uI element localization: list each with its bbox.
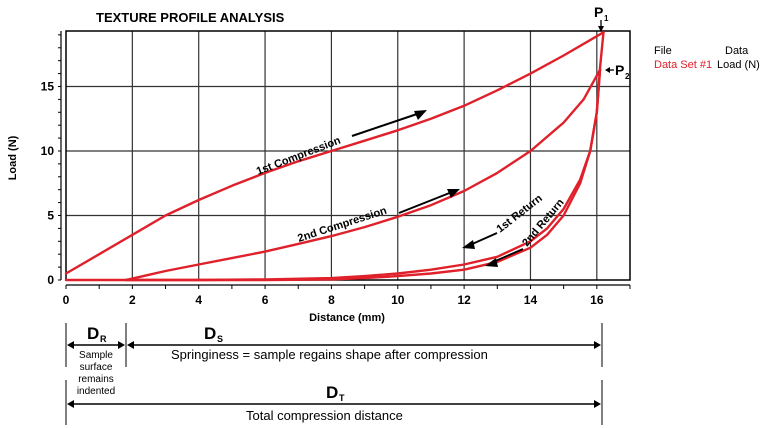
svg-text:1: 1: [604, 14, 609, 23]
svg-text:remains: remains: [78, 374, 114, 385]
y-tick-label: 15: [41, 79, 55, 93]
annotation-2nd-compression: 2nd Compression: [296, 189, 460, 245]
dr-bar: D R Sample surface remains indented: [67, 324, 125, 397]
svg-text:surface: surface: [80, 362, 113, 373]
x-tick-label: 6: [262, 293, 269, 307]
svg-text:S: S: [217, 334, 223, 344]
peak-p1-marker: P 1: [594, 4, 609, 32]
grid: [66, 31, 630, 280]
legend-file-value: Data Set #1: [654, 59, 713, 71]
x-axis-label: Distance (mm): [309, 312, 385, 324]
peak-p2-marker: P 2: [605, 62, 630, 81]
svg-text:D: D: [326, 383, 338, 402]
legend: File Data Data Set #1 Load (N): [654, 44, 760, 72]
curve-1st-compression: [64, 31, 605, 275]
legend-file-header: File: [654, 45, 672, 57]
legend-data-header: Data: [725, 45, 749, 57]
svg-text:R: R: [100, 334, 107, 344]
y-tick-label: 5: [47, 208, 54, 222]
x-tick-label: 12: [457, 293, 471, 307]
curve-2nd-return: [64, 68, 602, 282]
curves: [64, 31, 605, 282]
x-tick-label: 14: [524, 293, 538, 307]
x-tick-label: 8: [328, 293, 335, 307]
svg-text:2: 2: [625, 72, 630, 81]
x-tick-label: 16: [590, 293, 604, 307]
x-tick-label: 10: [391, 293, 405, 307]
distance-bars: D R Sample surface remains indented D S …: [65, 323, 603, 425]
dt-bar: D T Total compression distance: [67, 383, 601, 423]
svg-text:T: T: [339, 393, 345, 403]
svg-text:indented: indented: [77, 386, 115, 397]
y-tick-label: 0: [47, 273, 54, 287]
y-tick-label: 10: [41, 144, 55, 158]
y-axis: 0 5 10 15: [41, 31, 62, 287]
annotation-1st-compression: 1st Compression: [255, 110, 427, 178]
svg-text:1st Compression: 1st Compression: [255, 135, 343, 178]
legend-data-value: Load (N): [717, 59, 760, 71]
svg-text:D: D: [204, 324, 216, 343]
plot-frame: [65, 30, 631, 281]
ds-bar: D S Springiness = sample regains shape a…: [127, 324, 601, 362]
y-axis-label: Load (N): [7, 135, 19, 180]
x-tick-label: 0: [63, 293, 70, 307]
svg-text:P: P: [615, 62, 624, 78]
curve-2nd-compression: [124, 68, 602, 282]
svg-text:D: D: [87, 324, 99, 343]
x-axis: 0 2 4 6 8 10 12 14 16: [63, 284, 631, 307]
x-tick-label: 4: [195, 293, 202, 307]
x-tick-label: 2: [129, 293, 136, 307]
chart-title: TEXTURE PROFILE ANALYSIS: [96, 10, 285, 25]
svg-text:Total compression distance: Total compression distance: [246, 408, 403, 423]
svg-text:P: P: [594, 4, 603, 20]
svg-text:Sample: Sample: [79, 350, 113, 361]
svg-text:Springiness = sample regains s: Springiness = sample regains shape after…: [171, 347, 488, 362]
